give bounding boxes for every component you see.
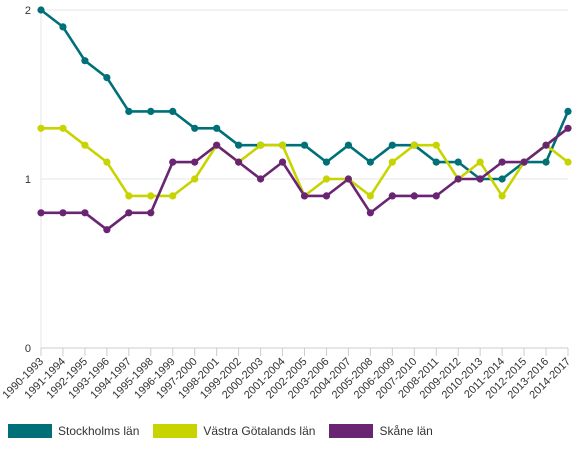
data-point-s2-17[interactable] [410,192,418,200]
data-point-s2-20[interactable] [476,175,484,183]
data-point-s2-6[interactable] [169,158,177,166]
data-point-s0-23[interactable] [542,158,550,166]
data-point-s1-13[interactable] [322,175,331,183]
data-point-s1-24[interactable] [564,158,572,166]
data-point-s0-8[interactable] [213,124,221,132]
data-point-s2-12[interactable] [300,192,309,200]
data-point-s2-16[interactable] [388,192,396,200]
data-point-s2-24[interactable] [564,124,572,132]
data-point-s2-3[interactable] [103,226,111,234]
data-point-s0-14[interactable] [344,141,353,149]
data-point-s2-5[interactable] [147,209,155,217]
data-point-s2-9[interactable] [235,158,243,166]
y-tick-label-1: 1 [25,174,31,186]
data-point-s0-5[interactable] [147,107,155,115]
data-point-s2-8[interactable] [213,141,221,149]
legend-item-2[interactable]: Skåne län [329,424,433,438]
data-point-s1-1[interactable] [59,124,67,132]
data-point-s0-16[interactable] [388,141,396,149]
legend-label: Stockholms län [58,424,140,438]
data-point-s2-0[interactable] [37,209,45,217]
data-point-s2-7[interactable] [191,158,199,166]
data-point-s2-18[interactable] [432,192,440,200]
data-point-s0-12[interactable] [300,141,309,149]
legend: Stockholms län Västra Götalands län Skåne … [8,424,447,438]
data-point-s0-1[interactable] [59,23,67,31]
legend-label: Västra Götalands län [203,424,316,438]
data-point-s0-21[interactable] [498,175,506,183]
y-tick-label-2: 2 [25,5,31,17]
data-point-s2-21[interactable] [498,158,506,166]
data-point-s2-4[interactable] [125,209,133,217]
data-point-s1-11[interactable] [278,141,287,149]
data-point-s2-11[interactable] [278,158,287,166]
x-axis [40,347,569,356]
data-point-s0-0[interactable] [37,6,45,14]
data-point-s2-10[interactable] [256,175,265,183]
data-point-s0-2[interactable] [81,57,89,65]
data-point-s1-10[interactable] [256,141,265,149]
data-point-s2-23[interactable] [542,141,550,149]
data-point-s0-4[interactable] [125,107,133,115]
data-point-s1-7[interactable] [191,175,199,183]
legend-item-1[interactable]: Västra Götalands län [153,424,315,438]
legend-item-0[interactable]: Stockholms län [8,424,139,438]
data-point-s1-17[interactable] [410,141,418,149]
data-point-s1-20[interactable] [476,158,484,166]
y-tick-label-0: 0 [25,343,31,355]
series-line-0 [39,8,570,181]
data-point-s1-16[interactable] [388,158,396,166]
data-point-s1-15[interactable] [366,192,374,200]
series-points [37,6,572,234]
data-point-s0-6[interactable] [169,107,177,115]
data-point-s1-3[interactable] [103,158,111,166]
data-point-s0-7[interactable] [191,124,199,132]
legend-swatch [329,424,374,438]
data-point-s1-5[interactable] [147,192,155,200]
data-point-s0-18[interactable] [432,158,440,166]
y-tick-labels: 0 1 2 [25,5,31,355]
series-line-1 [39,127,570,198]
data-point-s0-15[interactable] [366,158,374,166]
data-point-s0-3[interactable] [103,74,111,82]
data-point-s2-2[interactable] [81,209,89,217]
legend-swatch [8,424,52,438]
data-point-s1-6[interactable] [169,192,177,200]
x-tick-labels: 1990-19931991-19941992-19951993-19961994… [0,356,573,402]
data-point-s0-24[interactable] [564,107,572,115]
data-point-s1-21[interactable] [498,192,506,200]
legend-label: Skåne län [379,424,433,438]
data-point-s2-1[interactable] [59,209,67,217]
data-point-s0-13[interactable] [322,158,331,166]
data-point-s0-9[interactable] [235,141,243,149]
data-point-s1-2[interactable] [81,141,89,149]
data-point-s2-13[interactable] [322,192,331,200]
data-point-s1-18[interactable] [432,141,440,149]
data-point-s1-0[interactable] [37,124,45,132]
data-point-s2-22[interactable] [520,158,528,166]
legend-swatch [153,424,198,438]
data-point-s2-19[interactable] [454,175,462,183]
data-point-s0-19[interactable] [454,158,462,166]
data-point-s2-14[interactable] [344,175,353,183]
data-point-s2-15[interactable] [366,209,374,217]
data-point-s1-4[interactable] [125,192,133,200]
